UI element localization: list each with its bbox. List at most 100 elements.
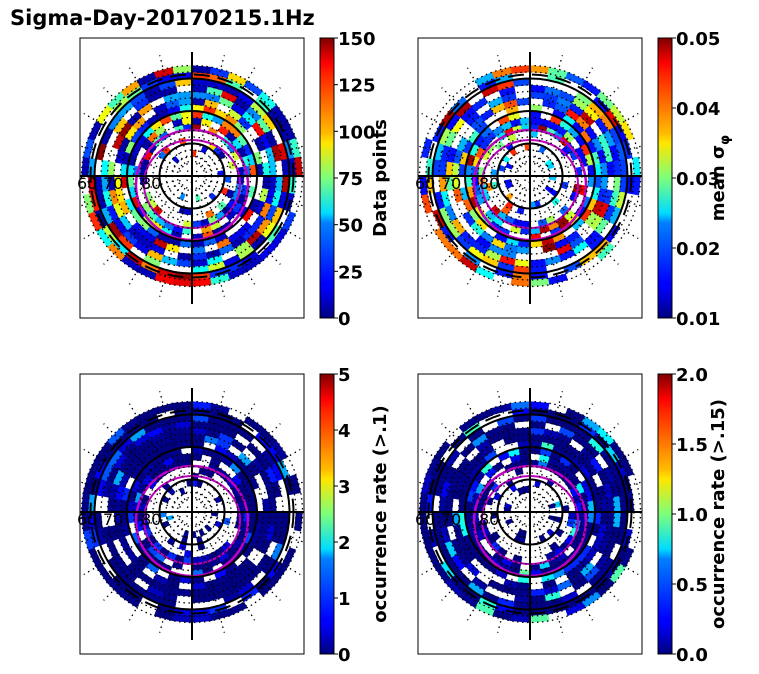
- grid-ray-dotted: [83, 182, 181, 240]
- grid-ray-dotted: [441, 87, 521, 167]
- colorbar-tick-label: 0: [338, 645, 351, 666]
- grid-ray-dotted: [128, 187, 186, 285]
- data-cell: [191, 65, 212, 74]
- colorbar: [657, 373, 673, 655]
- grid-ray-dotted: [103, 185, 183, 265]
- plot-area: [418, 388, 642, 640]
- data-cell: [510, 401, 531, 410]
- grid-ray-dotted: [83, 112, 181, 170]
- grid-ray-dotted: [205, 178, 304, 207]
- grid-ray-dotted: [543, 145, 642, 174]
- colorbar: [657, 37, 673, 319]
- colorbar-label: occurrence rate (>.15): [708, 399, 729, 629]
- data-cell: [243, 416, 264, 433]
- grid-ray-dotted: [194, 525, 225, 633]
- colorbar-tick-label: 1: [338, 589, 351, 610]
- data-cell: [529, 401, 550, 410]
- grid-ray-dotted: [80, 145, 179, 174]
- data-cell: [268, 161, 277, 177]
- colorbar-label-subscript: φ: [718, 135, 733, 145]
- data-cell: [487, 579, 504, 592]
- grid-ray-dotted: [194, 55, 225, 163]
- plot-area: [80, 52, 304, 304]
- grid-ray-dotted: [205, 145, 304, 174]
- data-cell: [510, 65, 531, 74]
- grid-ray-dotted: [532, 525, 563, 633]
- data-cell: [529, 65, 550, 74]
- ring-label: 60: [415, 174, 435, 193]
- data-cell: [281, 211, 297, 232]
- axes-frame: [417, 37, 643, 319]
- data-cell: [172, 401, 193, 410]
- grid-ray-dotted: [421, 182, 519, 240]
- grid-ray-dotted: [159, 55, 190, 163]
- ring-label: 70: [103, 510, 123, 529]
- colorbar-tick-label: 125: [338, 76, 376, 97]
- grid-ray-dotted: [497, 525, 528, 633]
- grid-ray-dotted: [421, 112, 519, 170]
- colorbar-tick-label: 1.0: [676, 505, 708, 526]
- data-cell: [281, 547, 297, 568]
- grid-ray-dotted: [497, 55, 528, 163]
- grid-ray-dotted: [103, 87, 183, 167]
- grid-ray-dotted: [421, 518, 519, 576]
- colorbar-tick-label: 75: [338, 169, 363, 190]
- grid-ray-dotted: [539, 185, 619, 265]
- data-cell: [153, 609, 175, 622]
- ring-label: 80: [141, 510, 161, 529]
- data-cell: [515, 427, 531, 436]
- data-cell: [474, 265, 495, 281]
- data-cell: [243, 80, 264, 97]
- data-cell: [546, 162, 555, 170]
- grid-ray-dotted: [466, 187, 524, 285]
- colorbar-tick-label: 5: [338, 365, 351, 386]
- grid-ray-dotted: [543, 178, 642, 207]
- grid-ray-dotted: [103, 423, 183, 503]
- data-cell: [96, 563, 113, 584]
- grid-ray-dotted: [198, 187, 256, 285]
- grid-ray-dotted: [201, 185, 281, 265]
- page-title: Sigma-Day-20170215.1Hz: [10, 6, 315, 30]
- grid-ray-dotted: [441, 185, 521, 265]
- panel-top-right: 60 70 80 0.01 0.02 0.03 0.04 0.05 mean σφ: [415, 29, 733, 330]
- grid-ray-dotted: [541, 112, 639, 170]
- colorbar-tick-label: 0.03: [676, 169, 720, 190]
- data-cell: [87, 547, 103, 568]
- grid-ray-dotted: [203, 112, 301, 170]
- grid-ray-dotted: [205, 514, 304, 543]
- plot-area: [418, 52, 642, 304]
- colorbar-tick-label: 150: [338, 29, 376, 50]
- ring-label: 70: [441, 510, 461, 529]
- grid-ray-dotted: [539, 87, 619, 167]
- ring-label: 60: [77, 510, 97, 529]
- grid-ray-dotted: [536, 67, 594, 165]
- ring-label: 70: [103, 174, 123, 193]
- colorbar-tick-label: 0.05: [676, 29, 720, 50]
- colorbar-tick-label: 1.5: [676, 435, 708, 456]
- data-cell: [294, 156, 303, 177]
- colorbar-tick-label: 2.0: [676, 365, 708, 386]
- grid-ray-dotted: [203, 182, 301, 240]
- data-cell: [544, 255, 562, 266]
- colorbar-tick-label: 0.02: [676, 239, 720, 260]
- grid-ray-dotted: [205, 481, 304, 510]
- plot-area: [80, 388, 304, 640]
- data-cell: [178, 487, 186, 496]
- grid-ray-dotted: [543, 514, 642, 543]
- grid-ray-dotted: [421, 448, 519, 506]
- grid-ray-dotted: [441, 423, 521, 503]
- grid-ray-dotted: [536, 523, 594, 621]
- data-cell: [581, 80, 602, 97]
- grid-ray-dotted: [543, 481, 642, 510]
- colorbar-tick-label: 0: [338, 309, 351, 330]
- grid-ray-dotted: [83, 518, 181, 576]
- data-cell: [600, 175, 609, 190]
- grid-ray-dotted: [539, 521, 619, 601]
- colorbar-tick-label: 2: [338, 533, 351, 554]
- grid-ray-dotted: [418, 145, 517, 174]
- grid-ray-dotted: [159, 525, 190, 633]
- grid-ray-dotted: [418, 178, 517, 207]
- grid-ray-dotted: [201, 87, 281, 167]
- colorbar-label: Data points: [370, 119, 391, 237]
- axes-frame: [417, 373, 643, 655]
